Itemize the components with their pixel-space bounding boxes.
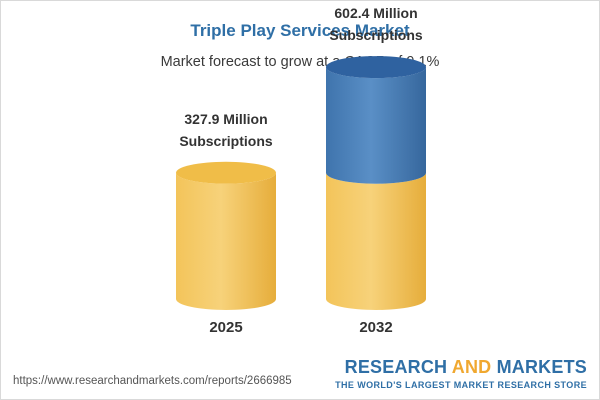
data-label-2025: 327.9 Million Subscriptions xyxy=(146,108,306,152)
source-url[interactable]: https://www.researchandmarkets.com/repor… xyxy=(13,375,292,387)
chart-title: Triple Play Services Market xyxy=(190,21,410,40)
data-label-2032: 602.4 Million Subscriptions xyxy=(296,2,456,46)
bar-2032-top xyxy=(326,56,426,79)
data-label-2025-unit: Subscriptions xyxy=(179,132,273,149)
data-label-2025-value: 327.9 Million xyxy=(184,110,268,127)
bar-2032-growth xyxy=(326,67,426,184)
brand-name: RESEARCH AND MARKETS xyxy=(344,357,587,377)
bar-2025-top xyxy=(176,161,276,184)
category-label-2025: 2025 xyxy=(209,319,243,336)
brand-tagline: THE WORLD'S LARGEST MARKET RESEARCH STOR… xyxy=(335,380,587,390)
data-label-2032-value: 602.4 Million xyxy=(334,5,418,22)
bar-2032-base xyxy=(326,172,426,310)
category-label-2032: 2032 xyxy=(359,319,393,336)
brand-logo: RESEARCH AND MARKETS THE WORLD'S LARGEST… xyxy=(335,357,587,390)
data-label-2032-unit: Subscriptions xyxy=(329,27,423,44)
bar-2025-base xyxy=(176,172,276,310)
